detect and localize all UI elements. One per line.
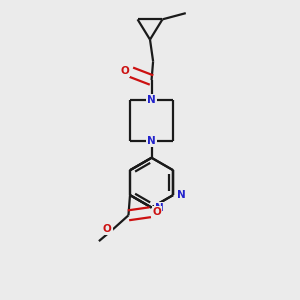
Text: O: O: [103, 224, 112, 234]
Text: N: N: [147, 95, 156, 105]
Text: N: N: [155, 202, 164, 212]
Text: N: N: [147, 136, 156, 146]
Text: N: N: [176, 190, 185, 200]
Text: O: O: [153, 207, 161, 217]
Text: O: O: [120, 66, 129, 76]
